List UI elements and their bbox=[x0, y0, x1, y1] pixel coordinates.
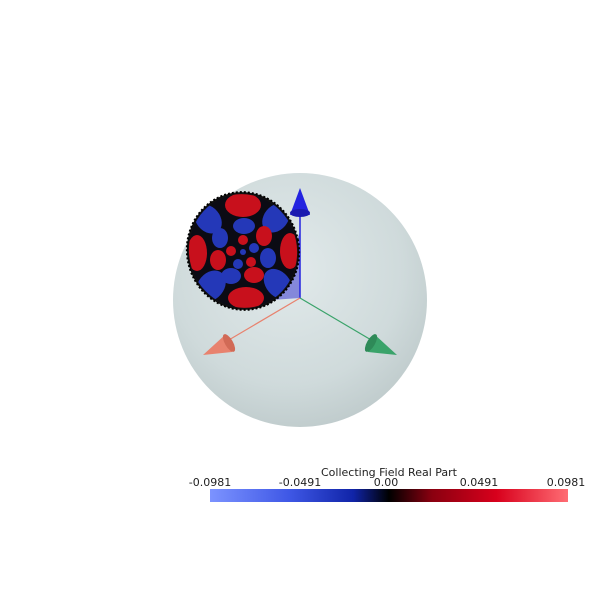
colorbar-tick-label: 0.0491 bbox=[459, 476, 499, 489]
z-axis-arrowhead-icon bbox=[290, 188, 310, 217]
colorbar-tick-label: -0.0491 bbox=[278, 476, 322, 489]
colorbar-gradient bbox=[210, 489, 568, 502]
x-axis-line bbox=[221, 297, 301, 345]
x-axis-arrowhead-icon bbox=[203, 334, 236, 355]
colorbar-tick-label: 0.00 bbox=[373, 476, 399, 489]
colorbar-tick-label: 0.0981 bbox=[546, 476, 586, 489]
colorbar-tick-label: -0.0981 bbox=[188, 476, 232, 489]
middle-lobe-ring bbox=[210, 218, 276, 284]
y-axis-arrowhead-icon bbox=[364, 334, 397, 355]
colorbar-title: Collecting Field Real Part bbox=[321, 466, 457, 479]
inner-lobe-ring bbox=[226, 235, 259, 269]
y-axis-line bbox=[299, 297, 379, 345]
